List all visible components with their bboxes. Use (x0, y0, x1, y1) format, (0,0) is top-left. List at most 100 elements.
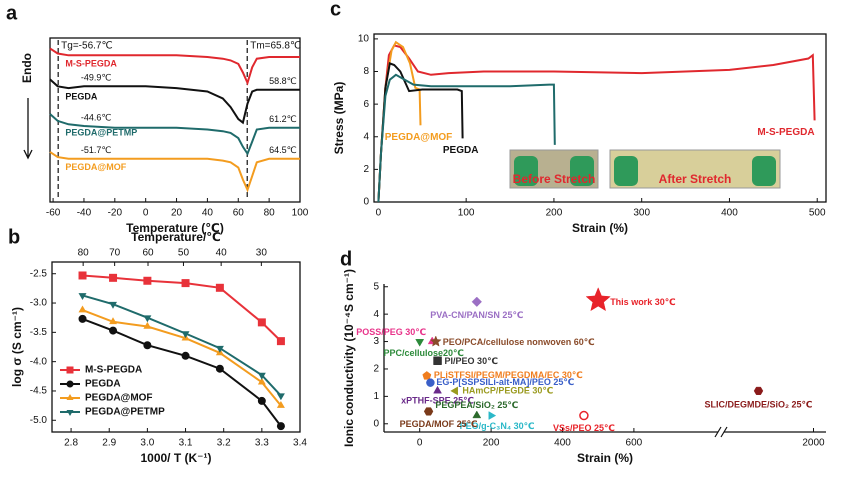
y-tick-label: 4 (373, 309, 379, 320)
data-point (78, 293, 87, 300)
x-tick-label: 0 (143, 208, 149, 219)
x-tick-label: -60 (46, 208, 61, 219)
panel-label: c (330, 0, 341, 20)
point-label: PEGDA/MOF 25℃ (400, 419, 478, 429)
x-tick-label: 3.2 (217, 438, 231, 449)
plot-frame (49, 37, 301, 203)
point-label: PI/PEO 30℃ (445, 356, 499, 366)
photo-glove (514, 156, 538, 186)
series-label: PEGDA@PETMP (65, 128, 137, 138)
data-point (215, 283, 224, 292)
x-tick-label: 500 (809, 208, 826, 219)
data-point (753, 386, 764, 395)
data-point (257, 396, 266, 405)
data-point (422, 371, 432, 380)
x-tick-label: 3.1 (179, 438, 193, 449)
point-label: PPC/cellulose20℃ (383, 348, 464, 358)
endo-arrow (23, 98, 33, 160)
series-label: M-S-PEGDA (65, 59, 117, 69)
y-tick-label: 3 (373, 336, 379, 347)
data-point (472, 410, 482, 419)
x-tick-label: 400 (554, 438, 571, 449)
x-tick-label: 3.4 (293, 438, 307, 449)
tg-label: -44.6℃ (81, 112, 112, 122)
plot-frame (373, 33, 827, 203)
x-tick-label: 2.9 (102, 438, 116, 449)
point-label: EG-P[SSPSILi-alt-MA]/PEO 25℃ (436, 377, 574, 387)
y-tick-label: 0 (363, 197, 369, 208)
point-label: VSs/PEO 25℃ (553, 423, 615, 433)
data-point (215, 345, 224, 353)
legend-marker (66, 410, 74, 416)
y-tick-label: -4.5 (30, 386, 48, 397)
y-tick-label: -5.0 (30, 415, 48, 426)
data-point (276, 393, 285, 401)
y-tick-label: 5 (373, 281, 379, 292)
x2-tick-label: 80 (78, 248, 90, 259)
legend-label: PEGDA@MOF (85, 393, 153, 404)
data-point (215, 364, 224, 373)
legend-label: PEGDA (85, 379, 121, 390)
x-tick-label: 80 (264, 208, 276, 219)
data-point (426, 378, 435, 387)
series-line (49, 151, 300, 193)
data-point (143, 341, 152, 350)
panel-label: b (8, 226, 20, 248)
point-label: xPTHF-SPE 25℃ (401, 395, 474, 405)
x-tick-label: 2.8 (64, 438, 78, 449)
x-tick-label: 600 (626, 438, 643, 449)
x-tick-label: 40 (202, 208, 214, 219)
x-tick-label: 400 (721, 208, 738, 219)
point-label: PVA-CN/PAN/SN 25℃ (430, 310, 523, 320)
series-label: PEGDA@MOF (385, 132, 453, 143)
x-tick-label: 2000 (802, 438, 825, 449)
reference-label: Tm=65.8℃ (250, 41, 301, 52)
y-axis-label: Endo (20, 53, 34, 83)
plot-frame (51, 261, 301, 433)
tg-label: -49.9℃ (81, 73, 112, 83)
y-tick-label: 1 (373, 391, 379, 402)
x-tick-label: 3.0 (140, 438, 154, 449)
legend-marker (66, 366, 74, 374)
legend-marker (66, 394, 74, 400)
reference-label: Tg=-56.7℃ (61, 41, 113, 52)
y-axis-label: Ionic conductivity (10⁻⁴S cm⁻¹) (342, 269, 356, 447)
x-tick-label: -20 (108, 208, 123, 219)
data-point (78, 314, 87, 323)
legend-label: PEGDA@PETMP (85, 407, 165, 418)
x-tick-label: 200 (546, 208, 563, 219)
y-tick-label: -2.5 (30, 268, 48, 279)
data-point (78, 271, 87, 280)
data-point (109, 326, 118, 335)
data-point (257, 377, 266, 385)
data-point (181, 351, 190, 360)
photo (609, 149, 781, 189)
x-tick-label: 100 (458, 208, 475, 219)
point-label: HAmCP/PEGDE 30℃ (462, 385, 553, 395)
data-point (415, 339, 425, 347)
photo-caption: Before Stretch (513, 172, 596, 186)
photo-glove (570, 156, 594, 186)
x-tick-label: 200 (483, 438, 500, 449)
y-axis-label: Stress (MPa) (332, 82, 346, 155)
point-label: This work 30℃ (610, 297, 676, 307)
y-tick-label: 2 (373, 364, 379, 375)
y-tick-label: 8 (363, 66, 369, 77)
x-axis-label: Temperature (℃) (126, 221, 224, 235)
y-tick-label: 2 (363, 164, 369, 175)
series-label: PEGDA@MOF (65, 162, 126, 172)
data-point (450, 386, 458, 396)
tm-label: 58.8℃ (269, 76, 297, 86)
data-point (181, 279, 190, 288)
series-line (49, 78, 300, 125)
x-tick-label: 0 (376, 208, 382, 219)
x-tick-label: 3.3 (255, 438, 269, 449)
point-label: PLiSTFSI/PEGM/PEGDMA/EC 30℃ (434, 370, 583, 380)
point-label: PEO/PCA/cellulose nonwoven 60℃ (443, 337, 595, 347)
legend-label: M-S-PEGDA (85, 365, 142, 376)
data-point (109, 317, 117, 325)
x-tick-label: 100 (292, 208, 309, 219)
x2-tick-label: 50 (178, 248, 190, 259)
